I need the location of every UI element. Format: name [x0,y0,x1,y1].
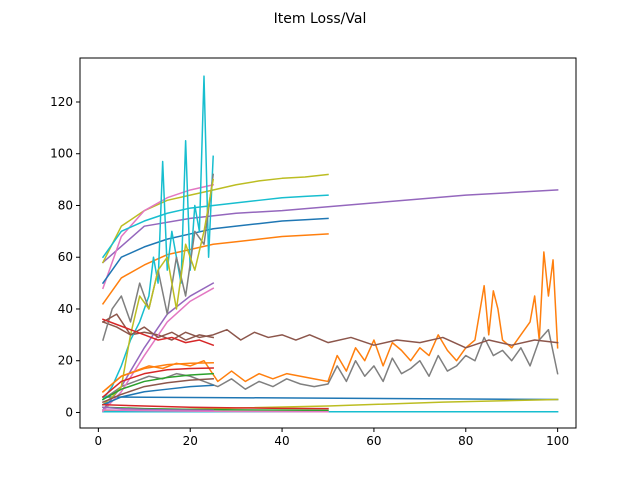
x-tick-label: 80 [458,434,473,448]
x-tick-label: 20 [183,434,198,448]
y-tick-label: 60 [58,250,73,264]
x-tick-label: 40 [274,434,289,448]
x-tick-label: 0 [95,434,103,448]
y-tick-label: 20 [58,354,73,368]
series-line-24 [101,384,214,406]
series-line-17 [101,178,215,406]
x-tick-label: 60 [366,434,381,448]
series-line-20 [101,362,214,393]
series-line-4 [101,320,559,349]
series-line-23 [101,378,214,404]
plot-area: 0 20 40 60 80 100 0 20 40 60 80 100 120 [50,57,577,448]
series-line-15 [101,75,214,401]
series-line-19 [101,318,215,347]
x-tick-label: 100 [546,434,569,448]
series-line-5 [102,396,559,401]
series-layer [101,75,559,413]
series-line-2 [101,251,559,393]
y-tick-label: 40 [58,302,73,316]
series-line-22 [101,372,214,401]
series-line-1 [101,189,559,264]
plot-background [80,58,576,428]
series-line-11 [101,217,329,285]
x-axis: 0 20 40 60 80 100 [95,428,569,448]
chart-title: Item Loss/Val [274,11,367,27]
series-line-3 [101,328,559,401]
y-axis: 0 20 40 60 80 100 120 [50,95,80,419]
series-line-10 [101,194,329,259]
series-line-9 [102,183,215,290]
series-line-8 [101,173,329,264]
series-line-25 [102,403,329,410]
series-line-28 [102,409,329,413]
y-tick-label: 80 [58,198,73,212]
series-line-27 [102,406,214,412]
series-line-12 [101,233,329,305]
y-tick-label: 120 [50,95,73,109]
axes-frame [79,57,577,429]
series-line-18 [101,313,215,341]
series-line-21 [101,367,214,399]
y-tick-label: 100 [50,147,73,161]
series-line-26 [102,406,329,412]
y-tick-label: 0 [65,405,73,419]
